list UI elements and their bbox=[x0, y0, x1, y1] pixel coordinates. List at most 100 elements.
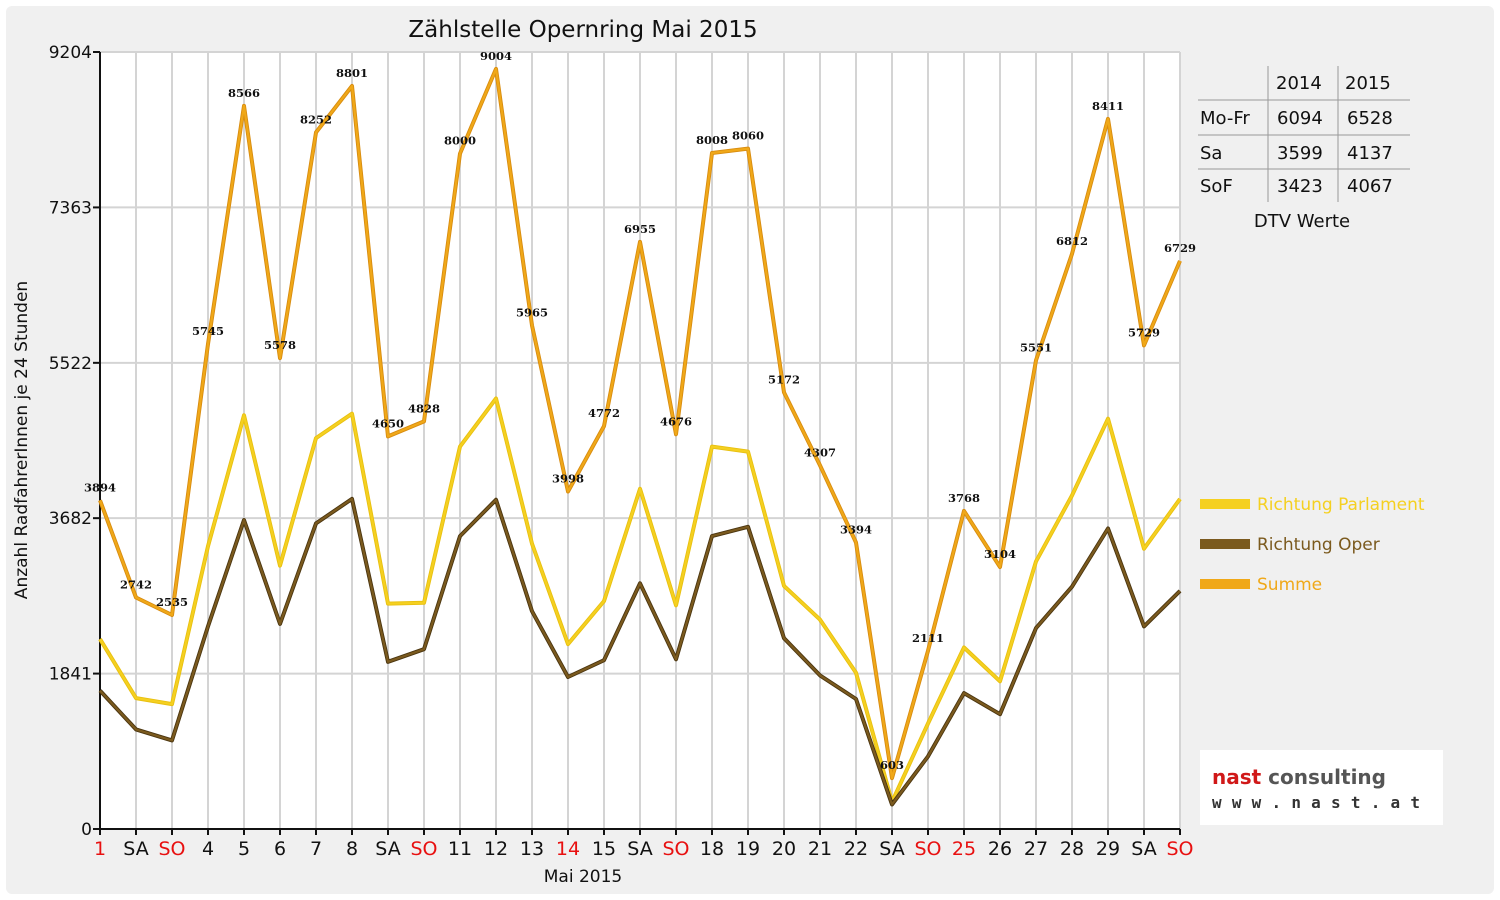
x-tick-label: 4 bbox=[202, 838, 214, 860]
data-label: 8060 bbox=[732, 129, 764, 143]
dtv-cell: 6094 bbox=[1277, 108, 1323, 129]
dtv-row-label: Mo-Fr bbox=[1200, 108, 1250, 129]
logo: nast consulting w w w . n a s t . a t bbox=[1200, 750, 1443, 825]
logo-word-nast: nast bbox=[1212, 765, 1262, 789]
data-label: 5172 bbox=[768, 372, 800, 386]
data-label: 6729 bbox=[1164, 241, 1196, 255]
legend-label: Richtung Parlament bbox=[1257, 495, 1425, 515]
x-tick-label: SA bbox=[879, 838, 904, 860]
data-label: 8566 bbox=[228, 86, 260, 100]
data-label: 5729 bbox=[1128, 325, 1160, 339]
data-label: 6955 bbox=[624, 222, 656, 236]
x-tick-label: 25 bbox=[952, 838, 976, 860]
dtv-cell: 4137 bbox=[1347, 143, 1393, 164]
data-label: 2535 bbox=[156, 595, 188, 609]
x-tick-label: SO bbox=[662, 838, 689, 860]
dtv-cell: 3423 bbox=[1277, 176, 1323, 197]
x-tick-label: SA bbox=[1131, 838, 1156, 860]
dtv-table: 2014 2015 Mo-Fr 6094 6528 Sa 3599 4137 S… bbox=[1198, 66, 1410, 232]
x-tick-label: 12 bbox=[484, 838, 508, 860]
dtv-header-2015: 2015 bbox=[1345, 73, 1391, 94]
svg-text:nast consulting: nast consulting bbox=[1212, 765, 1386, 789]
data-label: 3104 bbox=[984, 547, 1016, 561]
x-tick-label: SO bbox=[410, 838, 437, 860]
data-label: 8801 bbox=[336, 66, 368, 80]
x-tick-label: SA bbox=[123, 838, 148, 860]
x-tick-label: 11 bbox=[448, 838, 472, 860]
dtv-cell: 3599 bbox=[1277, 143, 1323, 164]
data-label: 8252 bbox=[300, 112, 332, 126]
x-tick-labels: 1 SA SO 4 5 6 7 8 SA SO 11 12 13 14 15 SA SO 18 19 20 21 22 SA… bbox=[94, 838, 1194, 860]
dtv-header-2014: 2014 bbox=[1276, 73, 1322, 94]
x-tick-label: 28 bbox=[1060, 838, 1084, 860]
x-tick-label: 19 bbox=[736, 838, 760, 860]
legend-label: Summe bbox=[1257, 575, 1322, 595]
x-tick-label: SA bbox=[375, 838, 400, 860]
y-axis-label: Anzahl RadfahrerInnen je 24 Stunden bbox=[12, 281, 32, 599]
legend-swatch bbox=[1200, 539, 1250, 549]
data-label: 4307 bbox=[804, 445, 836, 459]
data-label: 5965 bbox=[516, 305, 548, 319]
series-line-richtung-parlament bbox=[99, 397, 1181, 804]
data-label: 8008 bbox=[696, 133, 728, 147]
data-label: 8000 bbox=[444, 134, 476, 148]
data-label: 603 bbox=[880, 758, 904, 772]
x-tick-label: SA bbox=[627, 838, 652, 860]
y-tick-label: 9204 bbox=[49, 43, 92, 63]
dtv-caption: DTV Werte bbox=[1254, 211, 1350, 232]
series-line-richtung-oper bbox=[99, 497, 1181, 806]
x-tick-label: 5 bbox=[238, 838, 250, 860]
data-label: 4828 bbox=[408, 401, 440, 415]
series-line-summe bbox=[98, 67, 1182, 780]
x-tick-label: 29 bbox=[1096, 838, 1120, 860]
data-label: 3768 bbox=[948, 491, 980, 505]
data-labels: 3894 2742 2535 5745 8566 5578 8252 8801 4650 4828… bbox=[84, 49, 1196, 772]
x-tick-label: 7 bbox=[310, 838, 322, 860]
x-tick-label: SO bbox=[914, 838, 941, 860]
x-tick-label: 13 bbox=[520, 838, 544, 860]
dtv-cell: 4067 bbox=[1347, 176, 1393, 197]
data-label: 3394 bbox=[840, 522, 872, 536]
x-tick-label: SO bbox=[158, 838, 185, 860]
dtv-cell: 6528 bbox=[1347, 108, 1393, 129]
y-tick-labels: 0 1841 3682 5522 7363 9204 bbox=[49, 43, 92, 840]
y-tick-label: 5522 bbox=[49, 354, 92, 374]
chart-title: Zählstelle Opernring Mai 2015 bbox=[408, 17, 757, 43]
x-tick-label: 20 bbox=[772, 838, 796, 860]
x-tick-label: 18 bbox=[700, 838, 724, 860]
series-lines bbox=[98, 66, 1182, 807]
x-tick-label: 21 bbox=[808, 838, 832, 860]
y-tick-label: 0 bbox=[81, 820, 92, 840]
dtv-row-label: Sa bbox=[1200, 143, 1222, 164]
data-label: 6812 bbox=[1056, 234, 1088, 248]
legend-swatch bbox=[1200, 579, 1250, 589]
data-label: 5745 bbox=[192, 324, 224, 338]
x-tick-label: 6 bbox=[274, 838, 286, 860]
logo-url: w w w . n a s t . a t bbox=[1212, 793, 1424, 812]
data-label: 8411 bbox=[1092, 99, 1124, 113]
dtv-row-label: SoF bbox=[1200, 176, 1233, 197]
data-label: 2111 bbox=[912, 631, 944, 645]
x-tick-label: 22 bbox=[844, 838, 868, 860]
data-label: 9004 bbox=[480, 49, 512, 63]
data-label: 4772 bbox=[588, 406, 620, 420]
x-tick-label: 1 bbox=[94, 838, 106, 860]
x-tick-label: 15 bbox=[592, 838, 616, 860]
x-tick-label: 14 bbox=[556, 838, 580, 860]
x-tick-label: 26 bbox=[988, 838, 1012, 860]
data-label: 4650 bbox=[372, 416, 404, 430]
data-label: 5551 bbox=[1020, 340, 1052, 354]
x-axis-label: Mai 2015 bbox=[544, 867, 622, 887]
y-tick-label: 3682 bbox=[49, 509, 92, 529]
x-tick-label: 8 bbox=[346, 838, 358, 860]
data-label: 5578 bbox=[264, 338, 296, 352]
grid bbox=[100, 51, 1181, 830]
data-label: 4676 bbox=[660, 414, 692, 428]
legend: Richtung Parlament Richtung Oper Summe bbox=[1200, 495, 1425, 595]
y-tick-label: 1841 bbox=[49, 665, 92, 685]
legend-label: Richtung Oper bbox=[1257, 535, 1380, 555]
logo-word-consulting: consulting bbox=[1268, 765, 1386, 789]
data-label: 3998 bbox=[552, 471, 584, 485]
axes bbox=[93, 51, 1181, 835]
